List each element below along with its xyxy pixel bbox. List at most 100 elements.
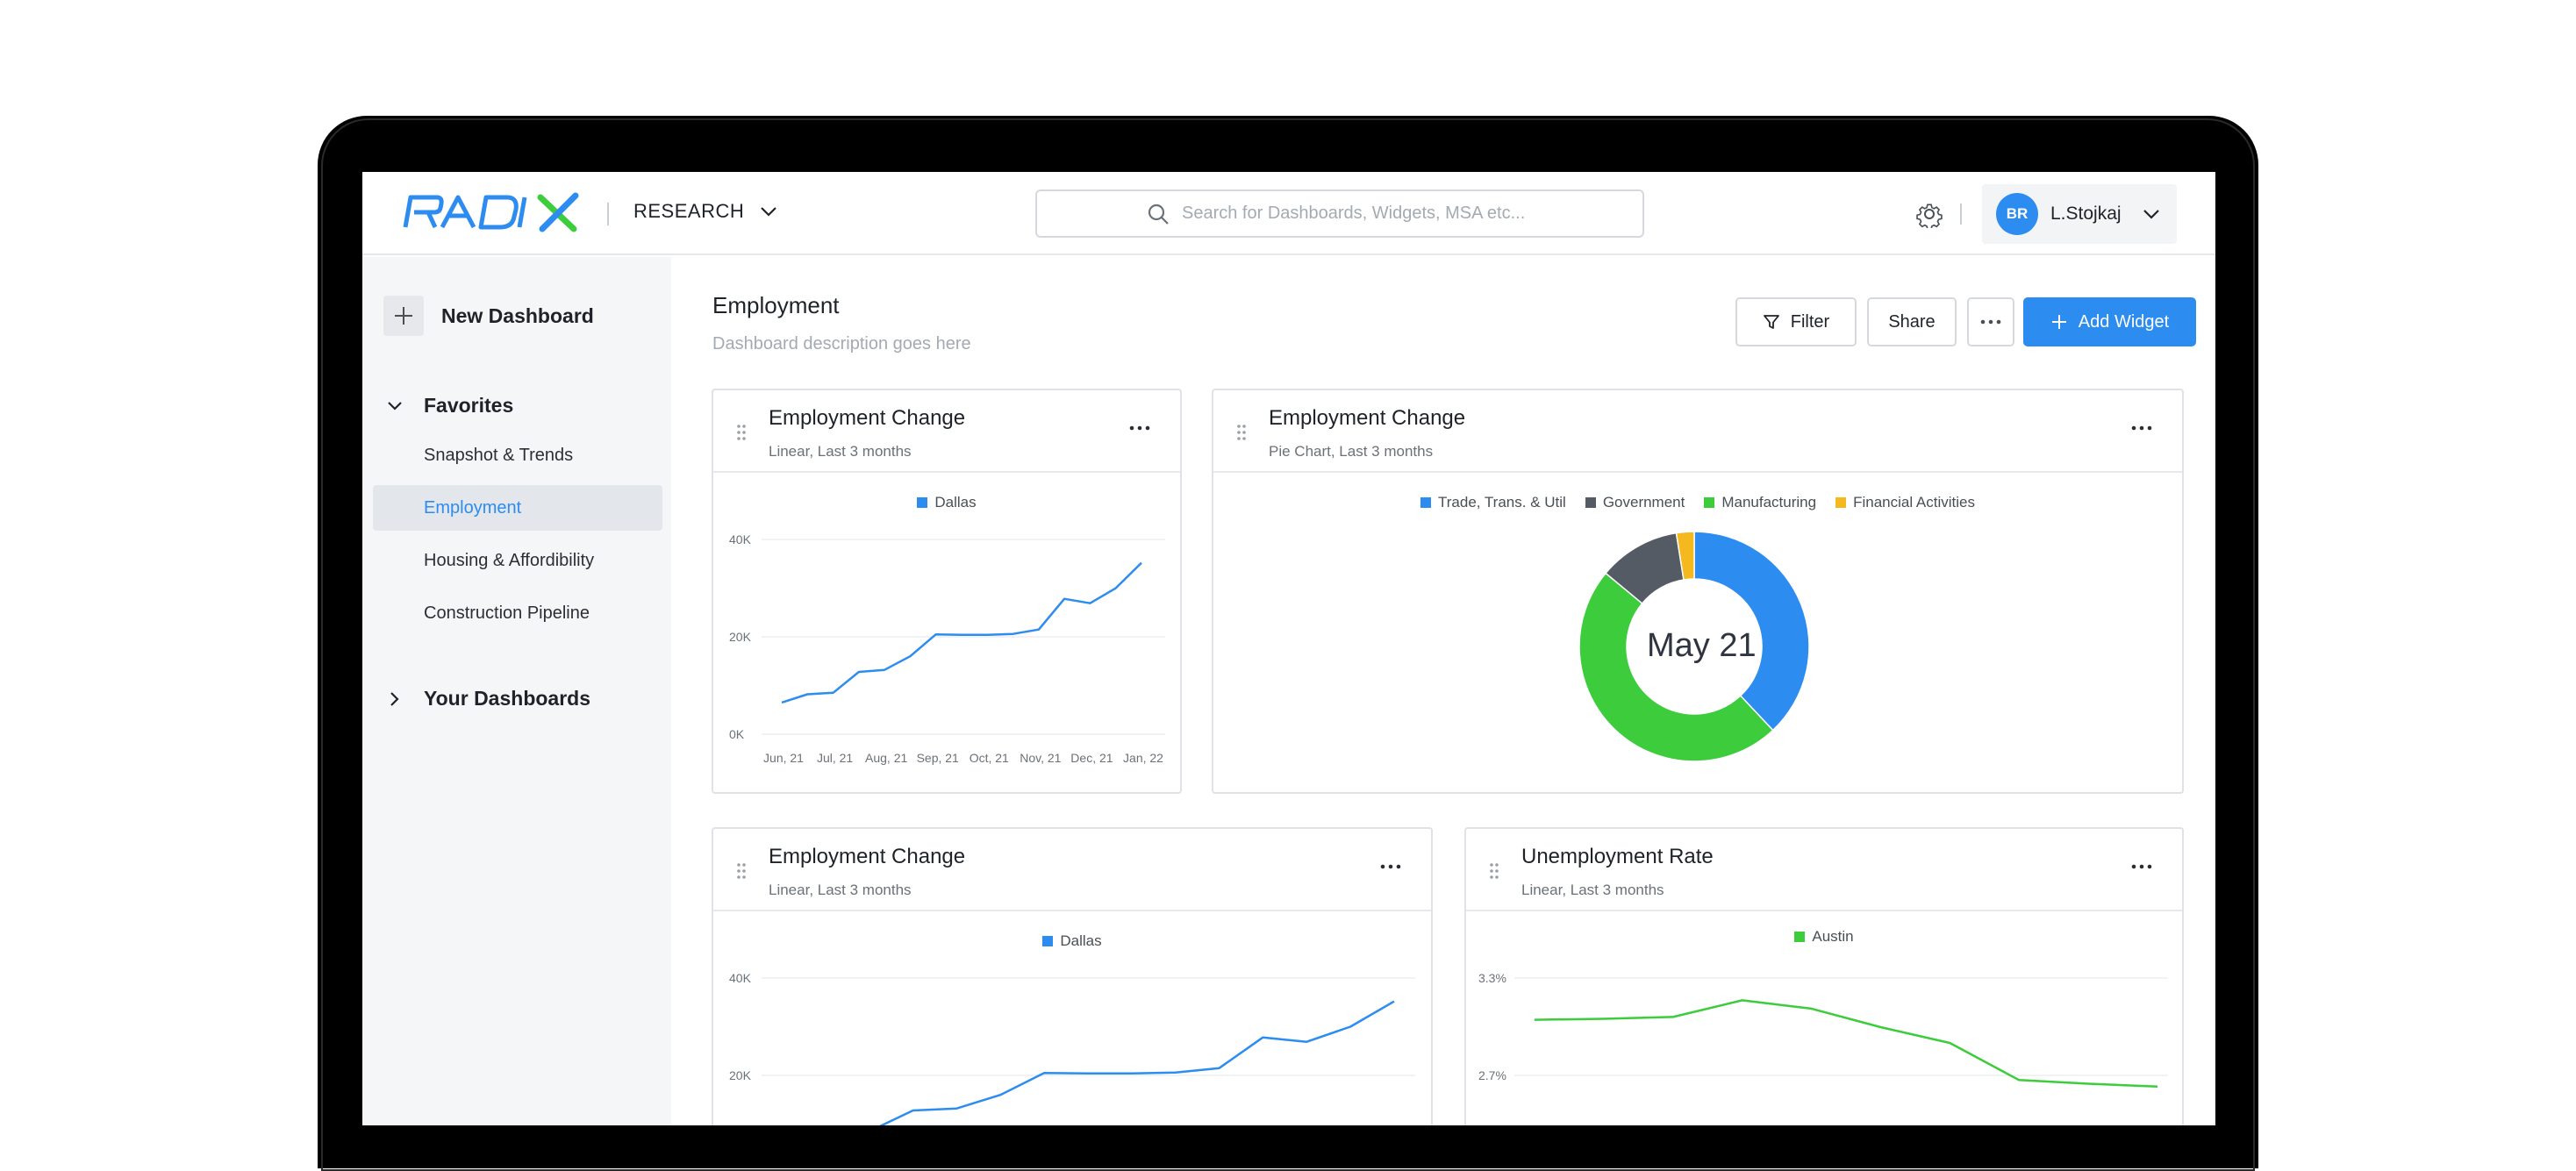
search-icon: [1148, 203, 1169, 225]
pie-slice: [1693, 531, 1810, 732]
widget-subtitle: Pie Chart, Last 3 months: [1269, 443, 1434, 460]
drag-handle-icon[interactable]: [1489, 862, 1499, 880]
legend-item: Financial Activities: [1835, 494, 1975, 511]
legend-label: Manufacturing: [1721, 494, 1817, 511]
series-line: [781, 561, 1142, 704]
x-tick-label: Jul, 21: [817, 751, 853, 765]
more-horizontal-icon[interactable]: [1380, 864, 1401, 869]
sidebar-item-construction-pipeline[interactable]: Construction Pipeline: [373, 590, 662, 636]
widget-card: Employment Change Linear, Last 3 months …: [712, 389, 1182, 794]
more-options-button[interactable]: [1967, 297, 2014, 346]
add-widget-label: Add Widget: [2078, 311, 2170, 332]
search-bar[interactable]: [1035, 189, 1644, 238]
sidebar-item-snapshot-trends[interactable]: Snapshot & Trends: [373, 432, 662, 478]
module-selector[interactable]: RESEARCH: [633, 200, 777, 223]
legend-label: Austin: [1812, 928, 1854, 945]
legend-swatch: [1835, 497, 1847, 508]
widget-title: Employment Change: [769, 406, 966, 430]
favorites-toggle[interactable]: Favorites: [387, 394, 513, 418]
drag-handle-icon[interactable]: [736, 862, 747, 880]
legend-item: Dallas: [917, 494, 977, 511]
favorites-label: Favorites: [424, 394, 514, 417]
filter-button[interactable]: Filter: [1735, 297, 1857, 346]
widget-title: Unemployment Rate: [1521, 845, 1714, 868]
series-line: [879, 1000, 1395, 1125]
sidebar-item-label: Employment: [424, 497, 522, 518]
sidebar-item-label: Construction Pipeline: [424, 603, 590, 623]
chevron-down-icon: [2143, 210, 2159, 219]
legend-swatch: [917, 497, 928, 508]
chart-legend: Dallas: [713, 494, 1180, 511]
donut-chart: [1578, 531, 1810, 762]
pie-slice: [1578, 572, 1774, 762]
module-label: RESEARCH: [633, 200, 745, 222]
drag-handle-icon[interactable]: [736, 424, 747, 441]
share-button[interactable]: Share: [1867, 297, 1957, 346]
your-dashboards-toggle[interactable]: Your Dashboards: [387, 687, 590, 710]
legend-item: Trade, Trans. & Util: [1420, 494, 1566, 511]
search-input[interactable]: [1182, 203, 1533, 224]
y-tick-label: 20K: [729, 630, 752, 644]
line-chart: 40K 20K 0K Jun, 21 Jul, 21 Aug, 21 Sep, 21 Oct,…: [729, 532, 1165, 765]
legend-label: Dallas: [934, 494, 977, 511]
app-screen: RESEARCH BR L.Stojkaj New Dashboard: [362, 172, 2215, 1125]
sidebar-item-employment[interactable]: Employment: [373, 485, 662, 531]
legend-label: Financial Activities: [1853, 494, 1975, 511]
sidebar-item-label: Snapshot & Trends: [424, 445, 574, 465]
sidebar-item-housing-affordibility[interactable]: Housing & Affordibility: [373, 538, 662, 583]
line-chart: 40K 20K: [729, 971, 1415, 1125]
legend-label: Trade, Trans. & Util: [1438, 494, 1566, 511]
widget-subtitle: Linear, Last 3 months: [1521, 882, 1664, 898]
x-tick-label: Sep, 21: [917, 751, 959, 765]
widget-header: Employment Change Linear, Last 3 months: [713, 829, 1431, 911]
new-dashboard-button[interactable]: New Dashboard: [383, 296, 594, 336]
share-label: Share: [1888, 311, 1936, 332]
widget-header: Employment Change Linear, Last 3 months: [713, 390, 1180, 473]
drag-handle-icon[interactable]: [1236, 424, 1247, 441]
widget-card: Unemployment Rate Linear, Last 3 months …: [1464, 827, 2184, 1125]
chart-legend: Dallas: [713, 932, 1431, 950]
line-chart: 3.3% 2.7%: [1478, 971, 2168, 1088]
legend-item: Austin: [1794, 928, 1854, 946]
legend-swatch: [1794, 932, 1806, 942]
chevron-down-icon: [388, 401, 402, 411]
widget-card: Employment Change Pie Chart, Last 3 mont…: [1212, 389, 2184, 794]
chart-legend: Trade, Trans. & Util Government Manufact…: [1213, 494, 2182, 511]
x-tick-label: Jan, 22: [1123, 751, 1163, 765]
widget-title: Employment Change: [769, 845, 966, 868]
avatar: BR: [1996, 193, 2038, 235]
header-divider: [607, 203, 609, 225]
plus-icon: [383, 296, 424, 336]
y-tick-label: 2.7%: [1478, 1068, 1506, 1082]
legend-label: Government: [1602, 494, 1685, 511]
y-tick-label: 0K: [729, 727, 745, 741]
add-widget-button[interactable]: Add Widget: [2023, 297, 2196, 346]
x-tick-label: Dec, 21: [1070, 751, 1113, 765]
gear-icon[interactable]: [1915, 200, 1943, 228]
more-horizontal-icon[interactable]: [2131, 864, 2152, 869]
sidebar: New Dashboard Favorites Snapshot & Trend…: [362, 257, 671, 1125]
radix-logo[interactable]: [402, 192, 586, 232]
more-horizontal-icon[interactable]: [2131, 425, 2152, 431]
pie-slice: [1675, 531, 1695, 581]
chart-legend: Austin: [1466, 928, 2182, 946]
filter-icon: [1763, 315, 1779, 329]
legend-swatch: [1704, 497, 1715, 508]
legend-item: Government: [1585, 494, 1685, 511]
y-tick-label: 3.3%: [1478, 971, 1506, 985]
more-horizontal-icon[interactable]: [1129, 425, 1150, 431]
legend-item: Manufacturing: [1704, 494, 1816, 511]
widget-title: Employment Change: [1269, 406, 1466, 430]
user-menu[interactable]: BR L.Stojkaj: [1982, 184, 2177, 244]
more-horizontal-icon: [1980, 319, 2001, 325]
user-name: L.Stojkaj: [2050, 203, 2122, 224]
y-tick-label: 40K: [729, 971, 752, 985]
legend-swatch: [1585, 497, 1596, 508]
page-title: Employment: [712, 292, 840, 318]
page-description: Dashboard description goes here: [712, 334, 971, 353]
donut-center-label: May 21: [1647, 627, 1757, 664]
x-tick-label: Oct, 21: [970, 751, 1009, 765]
sidebar-item-label: Housing & Affordibility: [424, 550, 595, 570]
y-tick-label: 20K: [729, 1068, 752, 1082]
y-tick-label: 40K: [729, 532, 752, 546]
